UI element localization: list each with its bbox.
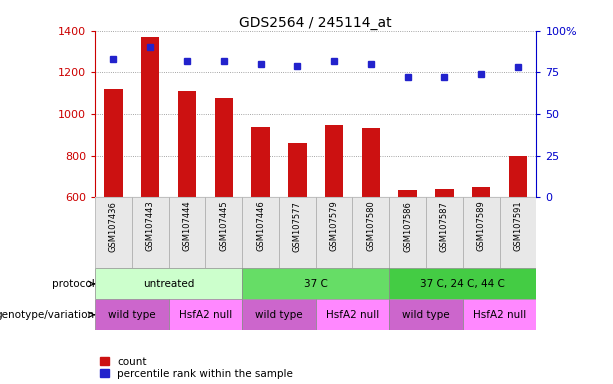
Text: untreated: untreated: [143, 279, 194, 289]
Bar: [95, 268, 242, 300]
Text: GSM107445: GSM107445: [219, 201, 228, 251]
Text: GSM107577: GSM107577: [293, 201, 302, 252]
Text: GSM107587: GSM107587: [440, 201, 449, 252]
Text: GSM107436: GSM107436: [109, 201, 118, 252]
Bar: [472, 187, 490, 197]
Bar: [362, 129, 380, 197]
Bar: [463, 197, 500, 268]
Bar: [316, 300, 389, 330]
Text: HsfA2 null: HsfA2 null: [326, 310, 379, 320]
Bar: [316, 197, 352, 268]
Text: protocol: protocol: [51, 279, 94, 289]
Text: GSM107591: GSM107591: [514, 201, 522, 251]
Bar: [279, 197, 316, 268]
Legend: count, percentile rank within the sample: count, percentile rank within the sample: [100, 357, 293, 379]
Text: GSM107443: GSM107443: [146, 201, 154, 252]
Bar: [463, 300, 536, 330]
Bar: [215, 98, 233, 197]
Text: HsfA2 null: HsfA2 null: [179, 310, 232, 320]
Bar: [242, 197, 279, 268]
Bar: [141, 37, 159, 197]
Bar: [500, 197, 536, 268]
Bar: [132, 197, 169, 268]
Bar: [509, 156, 527, 197]
Bar: [104, 89, 123, 197]
Bar: [95, 300, 169, 330]
Bar: [389, 197, 426, 268]
Bar: [398, 190, 417, 197]
Bar: [205, 197, 242, 268]
Bar: [178, 91, 196, 197]
Bar: [426, 197, 463, 268]
Text: 37 C, 24 C, 44 C: 37 C, 24 C, 44 C: [421, 279, 505, 289]
Bar: [95, 197, 132, 268]
Text: wild type: wild type: [255, 310, 303, 320]
Text: wild type: wild type: [402, 310, 450, 320]
Bar: [352, 197, 389, 268]
Text: GSM107589: GSM107589: [477, 201, 485, 252]
Text: GSM107580: GSM107580: [367, 201, 375, 252]
Text: HsfA2 null: HsfA2 null: [473, 310, 526, 320]
Bar: [169, 197, 205, 268]
Text: GSM107586: GSM107586: [403, 201, 412, 252]
Text: 37 C: 37 C: [304, 279, 327, 289]
Text: wild type: wild type: [108, 310, 156, 320]
Bar: [435, 189, 454, 197]
Bar: [389, 268, 536, 300]
Bar: [288, 142, 306, 197]
Text: GSM107579: GSM107579: [330, 201, 338, 252]
Text: GSM107444: GSM107444: [183, 201, 191, 251]
Bar: [389, 300, 463, 330]
Bar: [325, 125, 343, 197]
Title: GDS2564 / 245114_at: GDS2564 / 245114_at: [240, 16, 392, 30]
Text: genotype/variation: genotype/variation: [0, 310, 94, 320]
Text: GSM107446: GSM107446: [256, 201, 265, 252]
Bar: [242, 300, 316, 330]
Bar: [242, 268, 389, 300]
Bar: [251, 127, 270, 197]
Bar: [169, 300, 242, 330]
